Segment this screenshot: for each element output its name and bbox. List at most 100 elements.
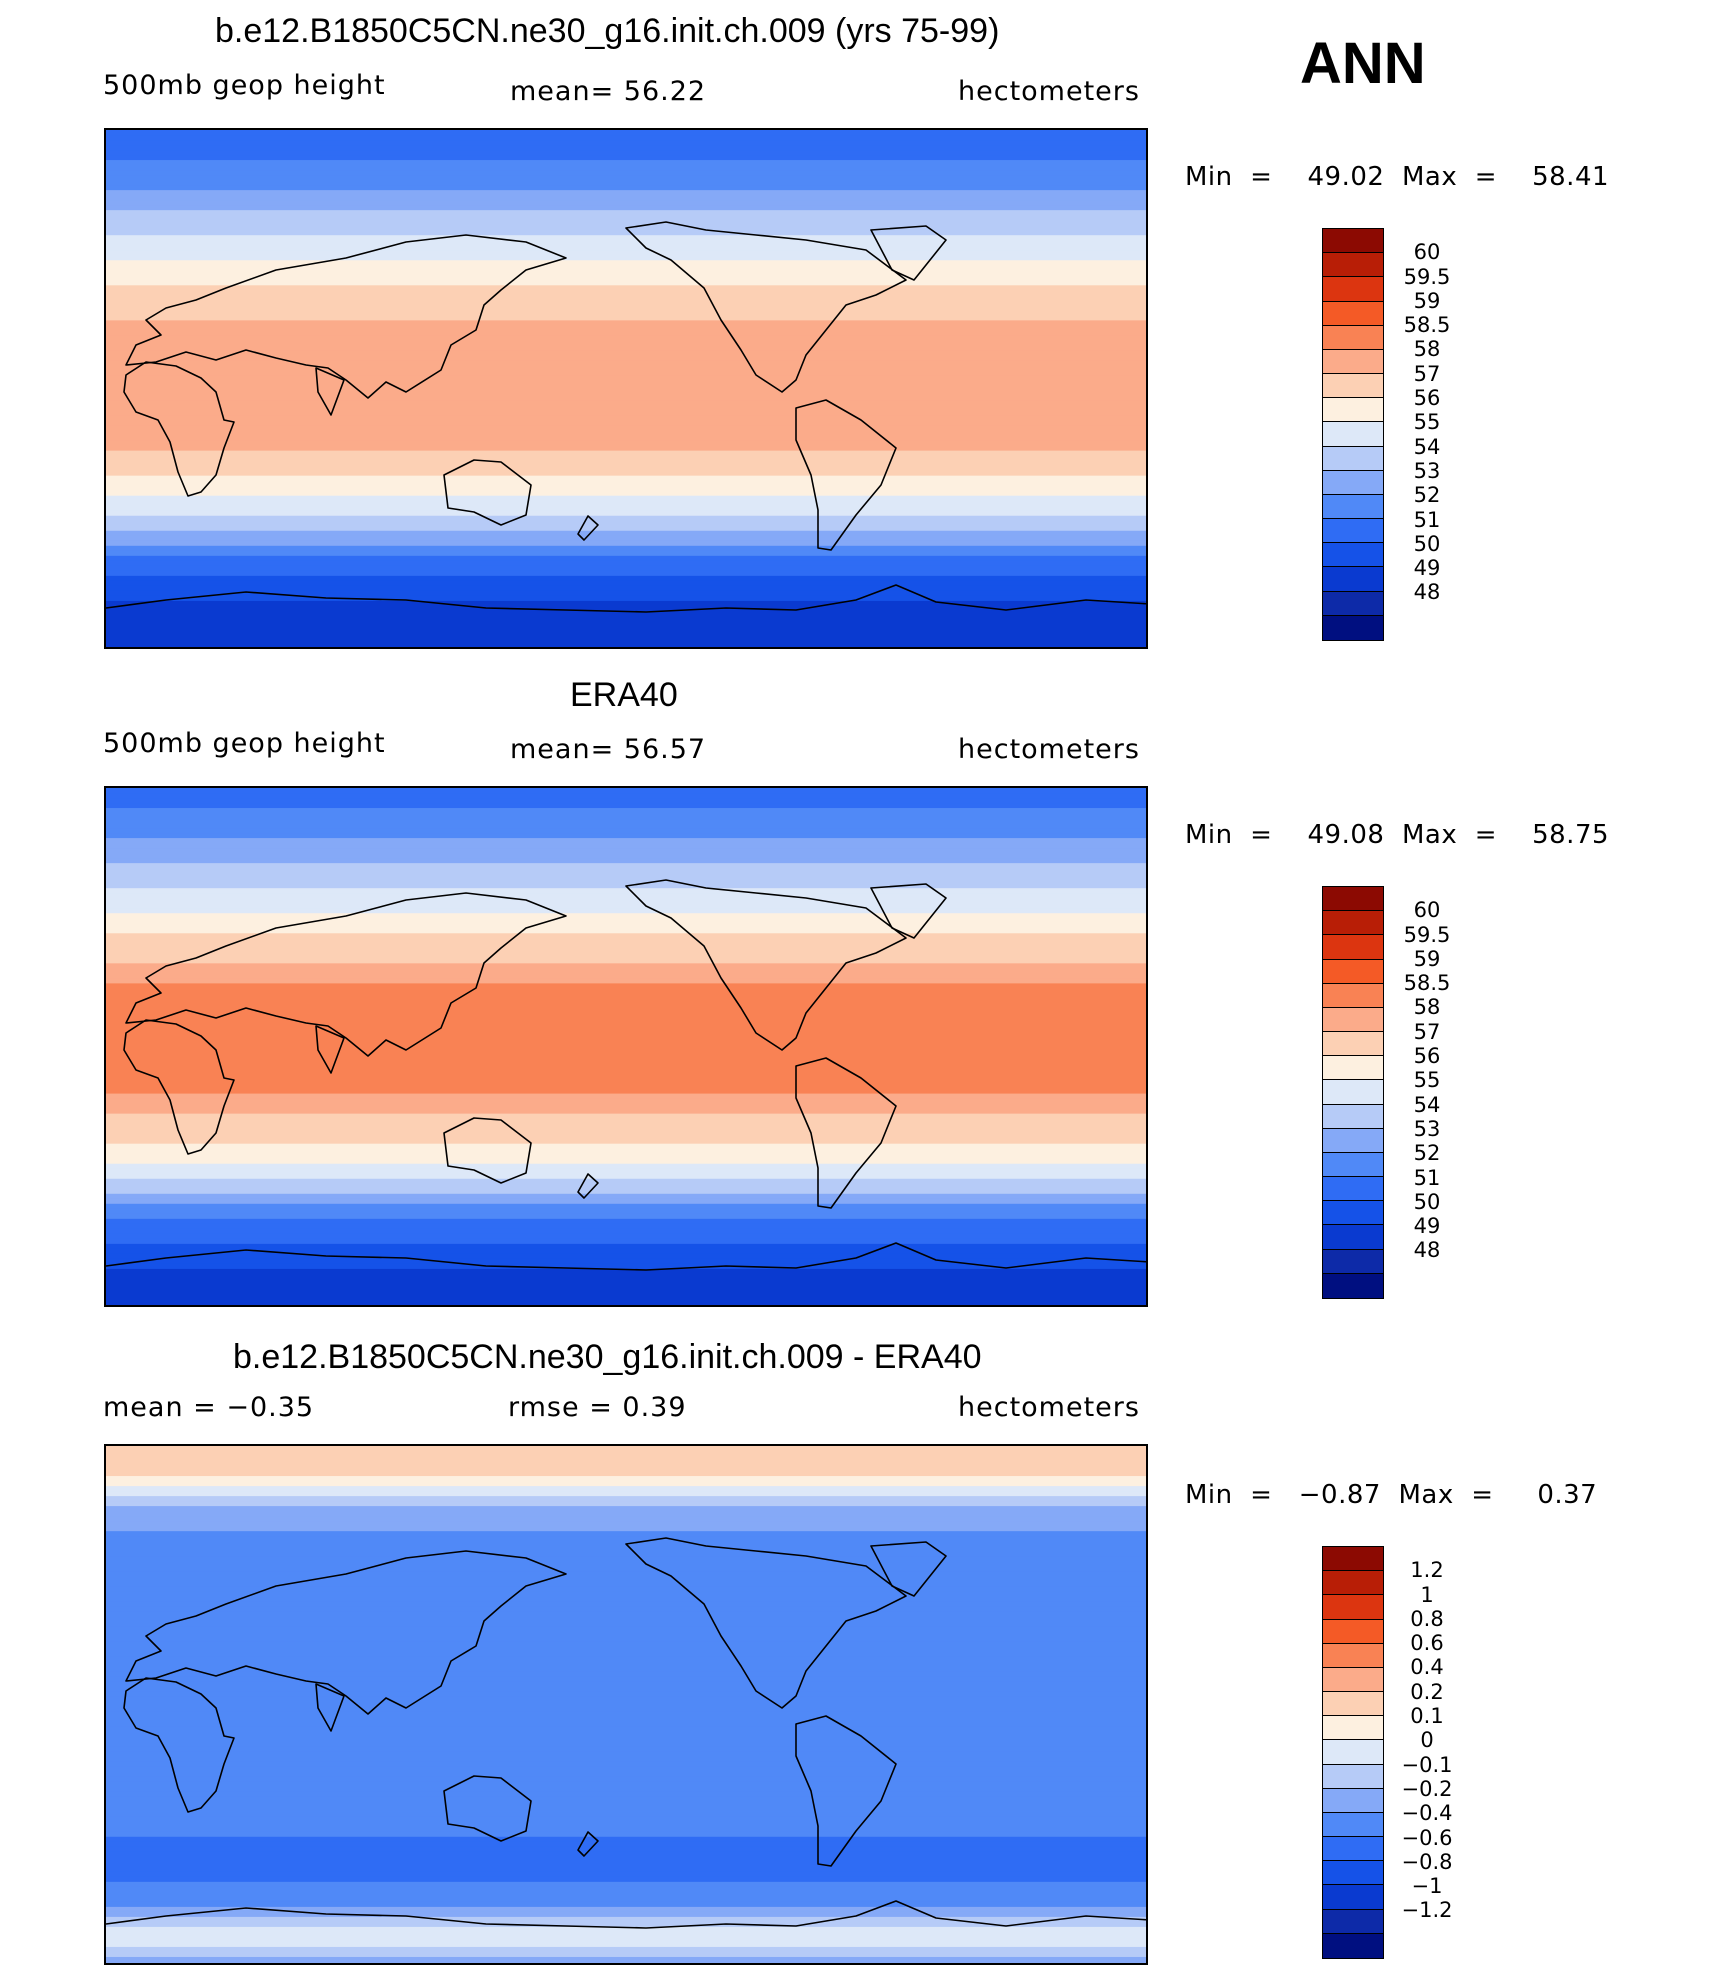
contour-band	[106, 833, 1146, 839]
colorbar-swatch	[1323, 519, 1383, 544]
contour-band	[106, 160, 1146, 166]
panel2-mean-label: mean= 56.57	[510, 734, 707, 765]
contour-band	[106, 180, 1146, 186]
colorbar-tick-label: −0.8	[1401, 1849, 1453, 1874]
colorbar-tick-label: 57	[1413, 1019, 1441, 1044]
colorbar-swatch	[1323, 1933, 1383, 1958]
contour-band	[106, 1671, 1146, 1678]
contour-band	[106, 385, 1146, 392]
colorbar-swatch	[1323, 887, 1383, 912]
contour-band	[106, 595, 1146, 602]
coastline	[625, 879, 907, 1051]
contour-band	[106, 1916, 1146, 1923]
contour-band	[106, 1118, 1146, 1125]
colorbar-swatch	[1323, 959, 1383, 984]
colorbar-tick-label: 49	[1413, 556, 1441, 581]
contour-band	[106, 155, 1146, 161]
panel1-contour-bands	[106, 130, 1146, 647]
contour-band	[106, 1018, 1146, 1025]
coastline	[123, 1677, 235, 1813]
contour-band	[106, 600, 1146, 607]
colorbar-swatch	[1323, 1152, 1383, 1178]
contour-band	[106, 480, 1146, 487]
contour-band	[106, 220, 1146, 226]
contour-band	[106, 1043, 1146, 1050]
contour-band	[106, 615, 1146, 622]
contour-band	[106, 1213, 1146, 1220]
contour-band	[106, 190, 1146, 196]
contour-band	[106, 1926, 1146, 1933]
colorbar-tick-label: 56	[1413, 1044, 1441, 1069]
contour-band	[106, 210, 1146, 216]
contour-band	[106, 863, 1146, 869]
contour-band	[106, 1258, 1146, 1265]
contour-band	[106, 315, 1146, 321]
contour-band	[106, 1656, 1146, 1663]
contour-band	[106, 560, 1146, 567]
contour-band	[106, 255, 1146, 261]
contour-band	[106, 888, 1146, 894]
colorbar-swatch	[1323, 615, 1383, 640]
contour-band	[106, 170, 1146, 176]
contour-band	[106, 510, 1146, 517]
colorbar-swatch	[1323, 911, 1383, 936]
colorbar-swatch	[1323, 325, 1383, 350]
contour-band	[106, 893, 1146, 899]
contour-band	[106, 903, 1146, 909]
colorbar-tick-label: 60	[1413, 898, 1441, 923]
contour-band	[106, 1486, 1146, 1492]
contour-band	[106, 575, 1146, 582]
contour-band	[106, 1168, 1146, 1175]
contour-band	[106, 565, 1146, 572]
contour-band	[106, 798, 1146, 804]
colorbar-tick-label: 0.8	[1410, 1606, 1444, 1631]
colorbar-tick-label: 54	[1413, 1092, 1441, 1117]
contour-band	[106, 630, 1146, 637]
contour-band	[106, 245, 1146, 251]
contour-band	[106, 1556, 1146, 1562]
colorbar-tick-label: 50	[1413, 531, 1441, 556]
contour-band	[106, 305, 1146, 311]
contour-band	[106, 803, 1146, 809]
colorbar-swatch	[1323, 446, 1383, 471]
colorbar-tick-label: 0.6	[1410, 1631, 1444, 1656]
contour-band	[106, 535, 1146, 542]
contour-band	[106, 365, 1146, 372]
panel1-map-svg	[106, 130, 1146, 647]
contour-band	[106, 1786, 1146, 1793]
contour-band	[106, 1796, 1146, 1803]
contour-band	[106, 175, 1146, 181]
coastline	[870, 225, 947, 281]
colorbar-swatch	[1323, 1837, 1383, 1862]
contour-band	[106, 923, 1146, 929]
contour-band	[106, 1446, 1146, 1452]
coastline	[443, 1775, 532, 1842]
contour-band	[106, 1871, 1146, 1878]
coastline	[106, 584, 1146, 613]
contour-band	[106, 585, 1146, 592]
contour-band	[106, 320, 1146, 326]
contour-band	[106, 1641, 1146, 1647]
colorbar-tick-label: 0.4	[1410, 1655, 1444, 1680]
coastline	[795, 1057, 897, 1209]
colorbar-tick-label: −0.4	[1401, 1801, 1453, 1826]
colorbar-swatch	[1323, 398, 1383, 423]
panel1-units-label: hectometers	[958, 76, 1140, 107]
contour-band	[106, 1228, 1146, 1235]
contour-band	[106, 515, 1146, 522]
contour-band	[106, 260, 1146, 266]
contour-band	[106, 1198, 1146, 1205]
contour-band	[106, 1551, 1146, 1557]
colorbar-tick-label: 58	[1413, 995, 1441, 1020]
colorbar-swatch	[1323, 1249, 1383, 1274]
colorbar-swatch	[1323, 374, 1383, 399]
coastline	[125, 1550, 567, 1715]
contour-band	[106, 140, 1146, 146]
contour-band	[106, 150, 1146, 156]
contour-band	[106, 635, 1146, 642]
colorbar-tick-label: 52	[1413, 1141, 1441, 1166]
contour-band	[106, 1028, 1146, 1035]
contour-band	[106, 370, 1146, 377]
contour-band	[106, 1103, 1146, 1110]
colorbar-swatch	[1323, 494, 1383, 520]
